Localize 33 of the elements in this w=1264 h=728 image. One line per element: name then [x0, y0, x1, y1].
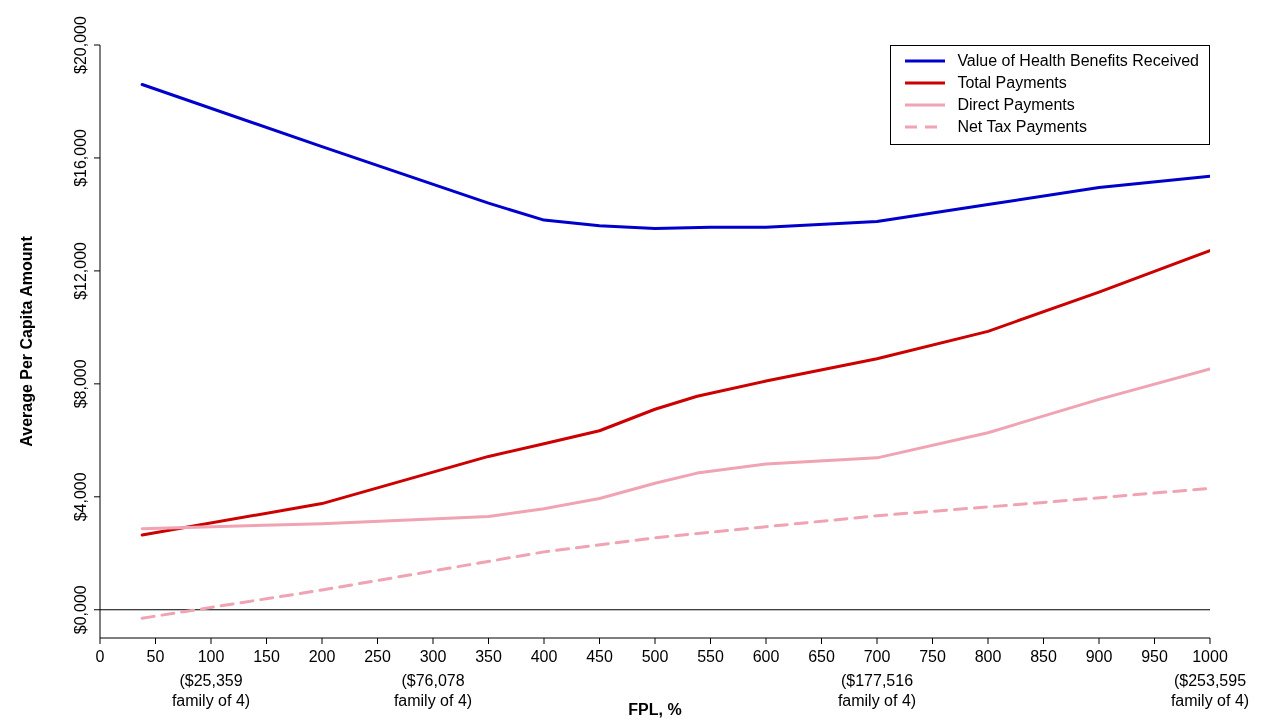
x-tick-label: 750 [919, 648, 946, 665]
x-tick-label: 50 [146, 648, 165, 665]
x-tick-label: 450 [586, 648, 613, 665]
x-tick-label: 100 ($25,359 family of 4) [171, 648, 251, 709]
legend-label: Net Tax Payments [957, 118, 1087, 136]
legend-label: Direct Payments [957, 96, 1075, 114]
legend-label: Value of Health Benefits Received [957, 52, 1199, 70]
x-tick-label: 150 [253, 648, 280, 665]
x-tick-label: 500 [641, 648, 669, 665]
y-tick-label: $4,000 [72, 472, 89, 522]
y-tick-label: $16,000 [72, 128, 89, 187]
x-tick-label: 550 [697, 648, 724, 665]
x-tick-label: 200 [308, 648, 336, 665]
x-tick-label: 900 [1085, 648, 1113, 665]
x-axis-title: FPL, % [628, 701, 682, 718]
x-tick-label: 600 [752, 648, 780, 665]
x-tick-label: 400 [530, 648, 558, 665]
y-tick-label: $0,000 [72, 585, 89, 635]
x-tick-label: 1000 ($253,595 family of 4) [1170, 648, 1250, 709]
y-tick-label: $8,000 [72, 359, 89, 409]
x-tick-label: 700 ($177,516 family of 4) [837, 648, 917, 709]
x-tick-label: 350 [475, 648, 502, 665]
x-tick-label: 0 [95, 648, 105, 665]
y-axis-title: Average Per Capita Amount [17, 235, 35, 447]
x-tick-label: 850 [1030, 648, 1057, 665]
legend-label: Total Payments [957, 74, 1067, 92]
x-tick-label: 650 [808, 648, 835, 665]
x-tick-label: 800 [974, 648, 1002, 665]
x-tick-label: 300 ($76,078 family of 4) [393, 648, 473, 709]
y-tick-label: $12,000 [72, 241, 89, 300]
x-tick-label: 950 [1141, 648, 1168, 665]
x-tick-label: 250 [364, 648, 391, 665]
y-tick-label: $20,000 [72, 15, 89, 74]
